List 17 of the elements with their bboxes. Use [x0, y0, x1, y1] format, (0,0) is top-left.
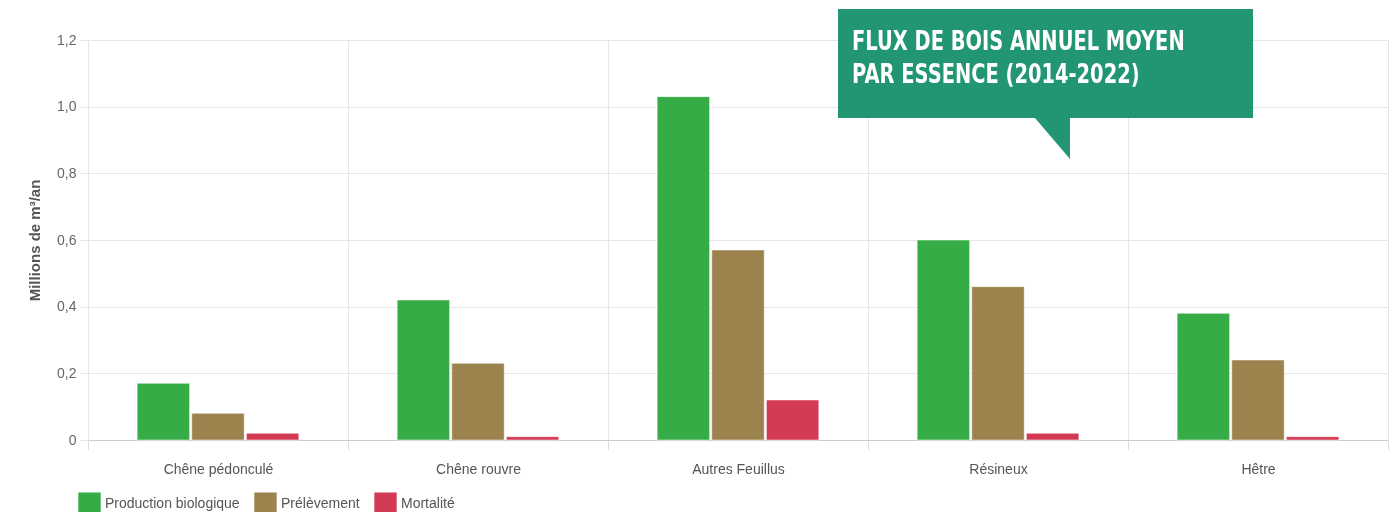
y-tick-label: 0,6: [57, 231, 77, 248]
x-tick-label: Hêtre: [1241, 460, 1276, 477]
y-tick-label: 0: [68, 431, 77, 448]
x-tick-label: Chêne rouvre: [436, 460, 522, 477]
y-tick-label: 0,8: [57, 164, 77, 181]
chart-title: FLUX DE BOIS ANNUEL MOYEN PAR ESSENCE (2014-2022): [852, 24, 1185, 90]
y-axis-title: Millions de m³/an: [26, 179, 44, 302]
y-tick-label: 1,0: [57, 98, 77, 115]
y-tick-label: 0,2: [57, 364, 77, 381]
legend-label: Production biologique: [105, 494, 240, 511]
legend-label: Prélèvement: [281, 494, 360, 511]
x-tick-label: Autres Feuillus: [692, 460, 785, 477]
x-tick-label: Résineux: [969, 460, 1028, 477]
y-tick-label: 0,4: [57, 298, 77, 315]
legend-label: Mortalité: [401, 494, 455, 511]
y-tick-label: 1,2: [57, 31, 77, 48]
x-tick-label: Chêne pédonculé: [163, 460, 274, 477]
